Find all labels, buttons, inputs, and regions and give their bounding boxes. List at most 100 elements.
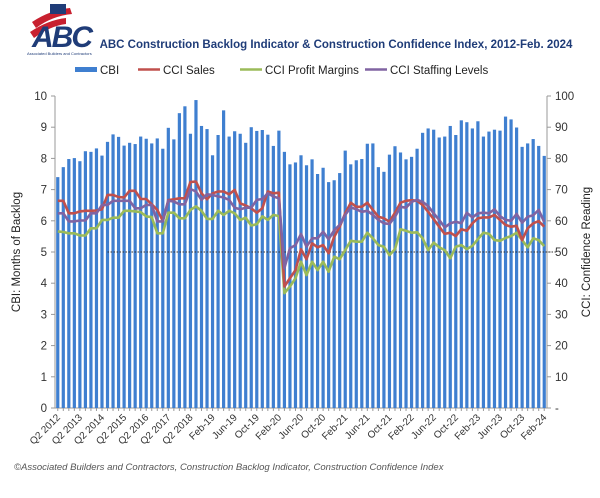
cbi-bar: [293, 162, 298, 408]
cbi-bar: [222, 110, 226, 409]
cbi-bar: [100, 155, 104, 408]
y-tick-label-left: 8: [41, 153, 47, 165]
y-tick-label-right: 80: [555, 153, 568, 165]
y-tick-label-right: 100: [555, 91, 574, 103]
cbi-bar: [454, 135, 458, 408]
cbi-bar: [111, 134, 115, 408]
cbi-bar: [260, 130, 264, 408]
cbi-bar: [139, 136, 143, 408]
cbi-bar: [299, 155, 303, 408]
cbi-bar: [249, 127, 253, 408]
cbi-bar: [310, 159, 314, 408]
cbi-bar: [166, 127, 170, 408]
cbi-bar: [271, 145, 275, 409]
cbi-bar: [144, 138, 148, 408]
cbi-bar: [354, 160, 358, 408]
y-tick-label-right: 90: [555, 122, 568, 134]
cbi-bar: [150, 143, 154, 408]
cbi-bar: [332, 180, 336, 408]
x-tick-label: Feb-24: [519, 412, 549, 442]
cbi-bar: [503, 116, 508, 408]
cbi-bar: [244, 142, 248, 409]
cbi-bar: [122, 145, 126, 408]
y-tick-label-left: 10: [34, 91, 47, 103]
cbi-bar: [199, 125, 204, 409]
y-tick-label-left: 9: [41, 122, 47, 134]
cbi-bar: [304, 165, 309, 408]
cbi-bar: [520, 146, 524, 408]
cbi-bar: [155, 138, 159, 408]
series-line-cci-sales: [57, 180, 546, 288]
svg-text:ABC: ABC: [31, 21, 94, 54]
cbi-bar: [210, 155, 215, 408]
cbi-bar: [487, 131, 491, 408]
y-axis-label-left: CBI: Months of Backlog: [11, 192, 23, 312]
cbi-bar: [437, 137, 441, 408]
cbi-bar: [509, 119, 513, 409]
cbi-bar: [470, 128, 474, 408]
cbi-bar: [94, 148, 99, 408]
cbi-bar: [415, 148, 419, 408]
y-tick-label-left: 1: [41, 372, 47, 384]
cbi-bar: [266, 134, 270, 409]
cbi-bar: [227, 136, 231, 408]
y-tick-label-right: 50: [555, 247, 568, 259]
cbi-bar: [537, 145, 541, 409]
legend-label: CCI Staffing Levels: [390, 65, 488, 77]
cbi-bar: [67, 159, 71, 408]
cbi-bar: [116, 136, 121, 408]
cbi-bar: [83, 151, 88, 408]
y-tick-label-right: 60: [555, 216, 568, 228]
cbi-bar: [526, 143, 530, 408]
cbi-bar: [321, 167, 325, 408]
cbi-bar: [426, 128, 430, 408]
cbi-bar: [476, 121, 480, 408]
cbi-bar: [371, 143, 375, 408]
cbi-bar: [216, 135, 220, 408]
cbi-bar: [531, 139, 535, 408]
cbi-bar: [161, 148, 165, 408]
cbi-bar: [315, 174, 320, 408]
cbi-bar: [382, 171, 386, 408]
cbi-bar: [349, 164, 353, 408]
cbi-bar: [128, 142, 132, 409]
cbi-bar: [233, 131, 237, 409]
cbi-bar: [443, 136, 447, 408]
legend-label: CCI Sales: [163, 65, 215, 77]
y-tick-label-left: 6: [41, 216, 47, 228]
cbi-bar: [492, 129, 497, 409]
cbi-bar: [409, 156, 414, 408]
cbi-bar: [376, 167, 380, 408]
chart-title: ABC Construction Backlog Indicator & Con…: [100, 39, 573, 51]
footnote: ©Associated Builders and Contractors, Co…: [14, 462, 445, 473]
cbi-bar: [194, 100, 198, 408]
cbi-bar: [133, 144, 137, 408]
abc-logo: ABC Associated Builders and Contractors: [27, 4, 96, 56]
y-tick-label-right: 10: [555, 372, 568, 384]
cbi-bar: [172, 139, 176, 409]
cbi-bar: [448, 125, 452, 409]
cbi-bar: [421, 132, 425, 409]
svg-text:Associated Builders and Contra: Associated Builders and Contractors: [27, 51, 92, 56]
cbi-bar: [365, 143, 369, 408]
y-tick-label-left: 2: [41, 341, 47, 353]
cbi-bar: [465, 122, 469, 408]
y-tick-label-right: 70: [555, 185, 568, 197]
cbi-bar: [105, 141, 110, 408]
cbi-bar: [404, 159, 408, 408]
cbi-bar: [343, 150, 347, 408]
y-tick-label-right: 20: [555, 341, 568, 353]
cbi-bar: [432, 129, 436, 409]
series-line-cci-profit-margins: [57, 205, 546, 295]
cbi-bar: [238, 133, 242, 408]
cbi-bar: [398, 152, 403, 408]
cbi-bar: [387, 154, 392, 408]
cbi-bar: [78, 161, 82, 408]
cbi-bar: [514, 127, 519, 409]
cbi-bar: [56, 177, 60, 408]
legend-swatch-bar: [75, 67, 97, 72]
cbi-bar: [177, 113, 181, 408]
y-tick-label-left: 3: [41, 309, 47, 321]
